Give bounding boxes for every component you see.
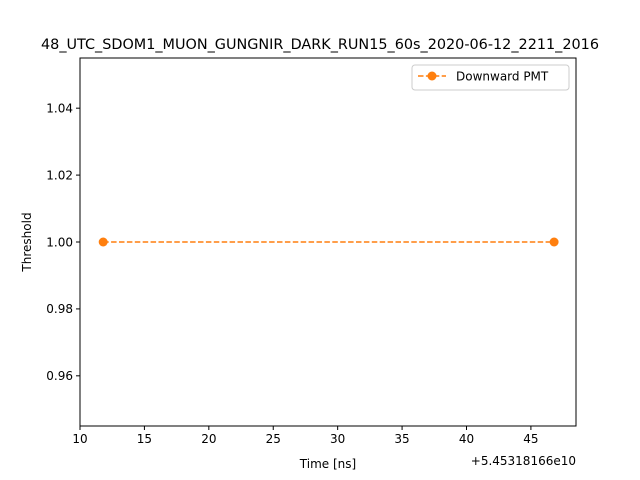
x-tick-label: 45 <box>523 432 538 446</box>
x-tick-label: 35 <box>394 432 409 446</box>
x-axis-label: Time [ns] <box>299 457 356 471</box>
x-tick-label: 30 <box>330 432 345 446</box>
data-point <box>98 237 108 247</box>
x-tick-label: 25 <box>266 432 281 446</box>
x-tick-label: 15 <box>137 432 152 446</box>
y-tick-label: 0.98 <box>46 302 73 316</box>
y-tick-label: 0.96 <box>46 369 73 383</box>
legend-label-downward-pmt: Downward PMT <box>456 70 549 84</box>
y-axis-label: Threshold <box>20 212 34 272</box>
data-point <box>549 237 559 247</box>
y-tick-label: 1.02 <box>46 168 73 182</box>
y-tick-label: 1.00 <box>46 235 73 249</box>
chart-title: 48_UTC_SDOM1_MUON_GUNGNIR_DARK_RUN15_60s… <box>41 37 599 53</box>
x-tick-label: 40 <box>459 432 474 446</box>
legend-box <box>411 64 570 91</box>
legend-marker-downward-pmt <box>427 71 437 81</box>
x-tick-label: 20 <box>201 432 216 446</box>
y-tick-label: 1.04 <box>46 101 73 115</box>
legend: Downward PMT <box>411 64 570 91</box>
x-axis-offset-label: +5.45318166e10 <box>471 454 576 468</box>
x-tick-label: 10 <box>72 432 87 446</box>
